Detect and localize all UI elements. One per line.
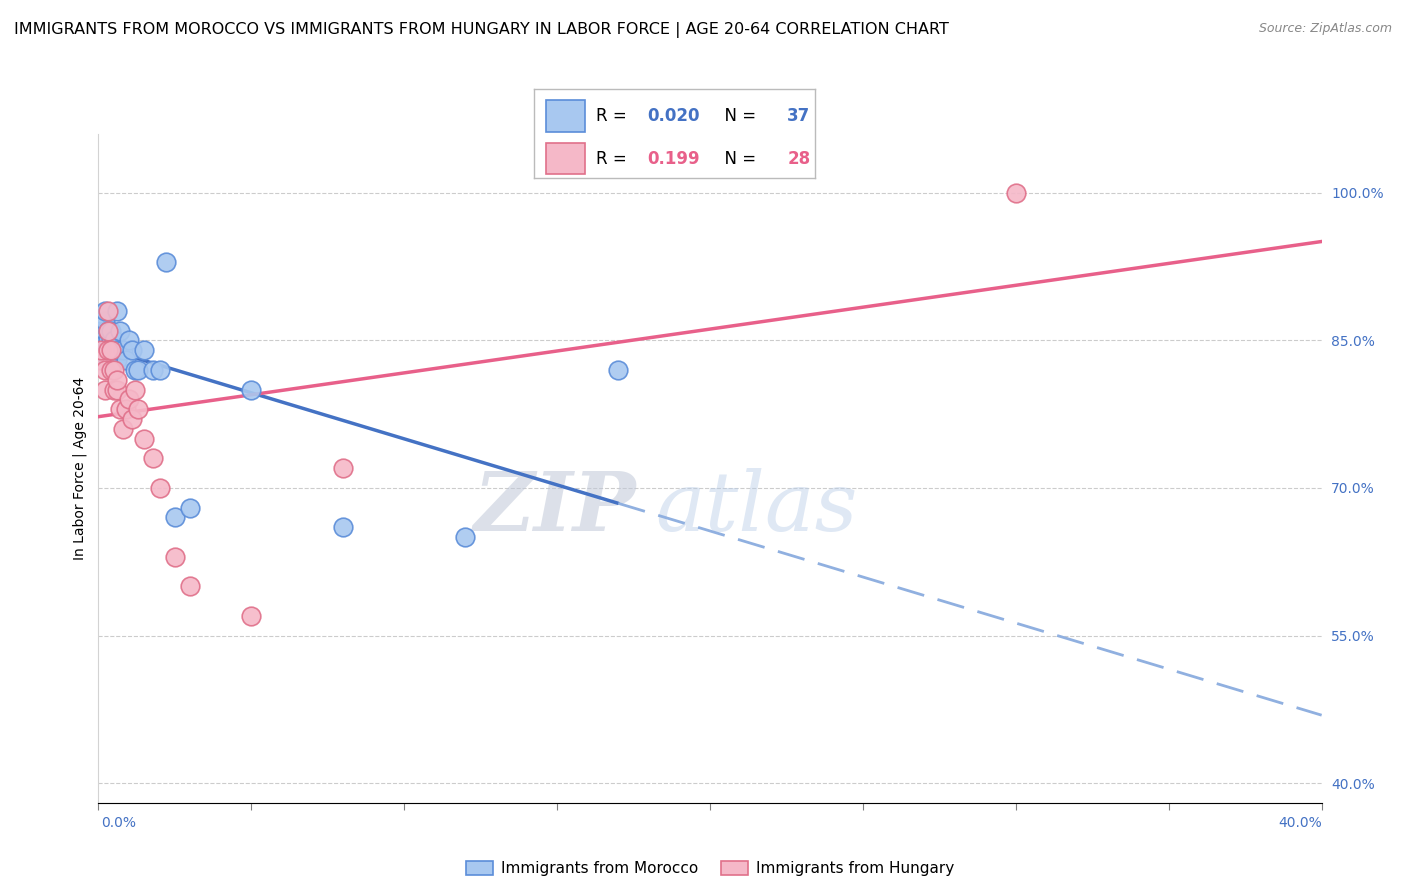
Point: [105, 343, 128, 358]
Point: [100, 343, 122, 358]
Point: [97, 343, 120, 358]
Text: Source: ZipAtlas.com: Source: ZipAtlas.com: [1258, 22, 1392, 36]
Point: [118, 334, 141, 348]
Y-axis label: In Labor Force | Age 20-64: In Labor Force | Age 20-64: [73, 376, 87, 560]
Text: N =: N =: [714, 107, 762, 125]
Point: [240, 608, 263, 623]
Text: 0.0%: 0.0%: [101, 816, 136, 830]
Bar: [546, 100, 585, 131]
Point: [124, 383, 146, 397]
Point: [93, 324, 115, 338]
Point: [1004, 186, 1026, 200]
Text: ZIP: ZIP: [474, 468, 637, 549]
Point: [240, 383, 263, 397]
Point: [100, 343, 122, 358]
Point: [93, 383, 115, 397]
Point: [454, 530, 477, 544]
Point: [90, 353, 112, 368]
Text: 0.020: 0.020: [647, 107, 699, 125]
Point: [103, 363, 125, 377]
Point: [149, 481, 172, 495]
Text: atlas: atlas: [655, 468, 858, 549]
Text: R =: R =: [596, 107, 633, 125]
Point: [103, 383, 125, 397]
Point: [127, 363, 149, 377]
Point: [97, 334, 120, 348]
Point: [127, 402, 149, 417]
Point: [93, 343, 115, 358]
Point: [179, 500, 201, 515]
Point: [100, 324, 122, 338]
Point: [97, 304, 120, 318]
Point: [100, 363, 122, 377]
Point: [97, 343, 120, 358]
Point: [100, 334, 122, 348]
Point: [607, 363, 630, 377]
Point: [118, 392, 141, 407]
Point: [103, 334, 125, 348]
Point: [103, 343, 125, 358]
Point: [332, 461, 354, 475]
Point: [115, 353, 138, 368]
Point: [121, 343, 143, 358]
Point: [90, 343, 112, 358]
Point: [105, 353, 128, 368]
Point: [179, 579, 201, 593]
Text: 40.0%: 40.0%: [1278, 816, 1322, 830]
Text: 0.199: 0.199: [647, 150, 699, 168]
Point: [108, 402, 131, 417]
Point: [134, 343, 156, 358]
Point: [105, 383, 128, 397]
Point: [90, 334, 112, 348]
Point: [97, 324, 120, 338]
Point: [134, 432, 156, 446]
Point: [163, 510, 186, 524]
Point: [149, 363, 172, 377]
Point: [90, 324, 112, 338]
Point: [142, 451, 165, 466]
Point: [142, 363, 165, 377]
Point: [111, 422, 134, 436]
Point: [105, 373, 128, 387]
Legend: Immigrants from Morocco, Immigrants from Hungary: Immigrants from Morocco, Immigrants from…: [460, 855, 960, 882]
Bar: [546, 143, 585, 175]
Point: [93, 363, 115, 377]
Point: [97, 324, 120, 338]
Text: N =: N =: [714, 150, 762, 168]
Text: 37: 37: [787, 107, 811, 125]
Text: IMMIGRANTS FROM MOROCCO VS IMMIGRANTS FROM HUNGARY IN LABOR FORCE | AGE 20-64 CO: IMMIGRANTS FROM MOROCCO VS IMMIGRANTS FR…: [14, 22, 949, 38]
Point: [115, 402, 138, 417]
Point: [121, 412, 143, 426]
Point: [93, 334, 115, 348]
Point: [93, 304, 115, 318]
Point: [93, 314, 115, 328]
Point: [90, 343, 112, 358]
Point: [124, 363, 146, 377]
Text: 28: 28: [787, 150, 810, 168]
Text: R =: R =: [596, 150, 633, 168]
Point: [108, 324, 131, 338]
Point: [332, 520, 354, 534]
Point: [97, 353, 120, 368]
Point: [111, 343, 134, 358]
Point: [155, 254, 177, 268]
Point: [105, 304, 128, 318]
Point: [163, 549, 186, 564]
